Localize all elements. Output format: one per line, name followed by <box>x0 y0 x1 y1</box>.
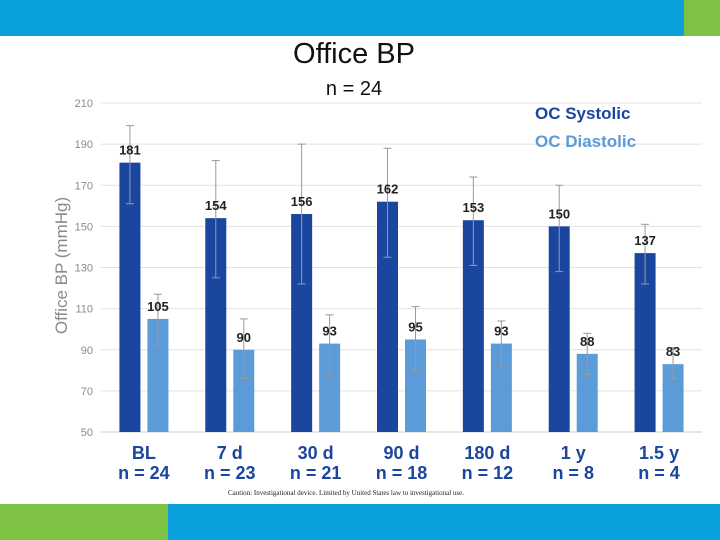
data-label: 90 <box>237 330 251 345</box>
bar-systolic <box>377 201 398 432</box>
bar-diastolic <box>662 364 684 432</box>
bar-systolic <box>462 220 484 432</box>
data-label: 93 <box>322 324 336 339</box>
data-label: 154 <box>205 198 227 213</box>
x-tick-label: 1.5 y <box>639 443 679 463</box>
x-tick-label: 30 d <box>298 443 334 463</box>
data-label: 150 <box>548 206 570 221</box>
x-tick-label: 180 d <box>464 443 510 463</box>
y-tick-label: 150 <box>75 221 93 233</box>
y-tick-label: 130 <box>75 263 93 275</box>
data-label: 105 <box>147 299 169 314</box>
x-tick-sample-size: n = 21 <box>290 463 342 483</box>
x-tick-sample-size: n = 12 <box>462 463 514 483</box>
top-accent-bar <box>0 0 684 36</box>
x-tick-sample-size: n = 4 <box>638 463 680 483</box>
y-tick-label: 210 <box>75 98 93 110</box>
x-tick-label: 1 y <box>561 443 586 463</box>
legend-systolic: OC Systolic <box>535 104 631 123</box>
data-label: 137 <box>634 233 656 248</box>
x-tick-sample-size: n = 18 <box>376 463 428 483</box>
legend-diastolic: OC Diastolic <box>535 132 637 151</box>
data-label: 93 <box>494 324 508 339</box>
y-tick-label: 110 <box>75 304 93 316</box>
bar-systolic <box>205 218 227 432</box>
y-tick-label: 90 <box>81 345 93 357</box>
data-label: 88 <box>580 334 594 349</box>
y-tick-label: 190 <box>75 139 93 151</box>
bar-diastolic <box>233 349 255 432</box>
bottom-accent-bar-blue <box>168 504 720 540</box>
footnote: Caution: Investigational device. Limited… <box>228 489 465 497</box>
bottom-accent-bar-green <box>0 504 168 540</box>
y-tick-label: 70 <box>81 386 93 398</box>
x-tick-label: 90 d <box>383 443 419 463</box>
x-tick-sample-size: n = 23 <box>204 463 256 483</box>
x-tick-label: 7 d <box>217 443 243 463</box>
bar-systolic <box>548 226 570 432</box>
data-label: 162 <box>377 182 399 197</box>
bar-systolic <box>634 253 656 432</box>
data-label: 83 <box>666 344 680 359</box>
bar-diastolic <box>576 353 598 432</box>
slide-title: Office BP <box>293 38 415 70</box>
y-axis-label: Office BP (mmHg) <box>52 197 71 334</box>
data-label: 95 <box>408 319 422 334</box>
top-accent-square <box>684 0 720 36</box>
bar-systolic <box>291 214 313 432</box>
bar-diastolic <box>490 343 512 432</box>
data-label: 153 <box>463 200 485 215</box>
x-tick-sample-size: n = 8 <box>552 463 594 483</box>
bar-diastolic <box>405 339 426 432</box>
data-label: 181 <box>119 143 141 158</box>
bar-diastolic <box>147 318 169 432</box>
y-tick-label: 170 <box>75 180 93 192</box>
bar-systolic <box>119 162 141 432</box>
data-label: 156 <box>291 194 313 209</box>
x-tick-label: BL <box>132 443 156 463</box>
bar-diastolic <box>319 343 341 432</box>
x-tick-sample-size: n = 24 <box>118 463 170 483</box>
y-tick-label: 50 <box>81 427 93 439</box>
slide-subtitle: n = 24 <box>325 78 383 100</box>
